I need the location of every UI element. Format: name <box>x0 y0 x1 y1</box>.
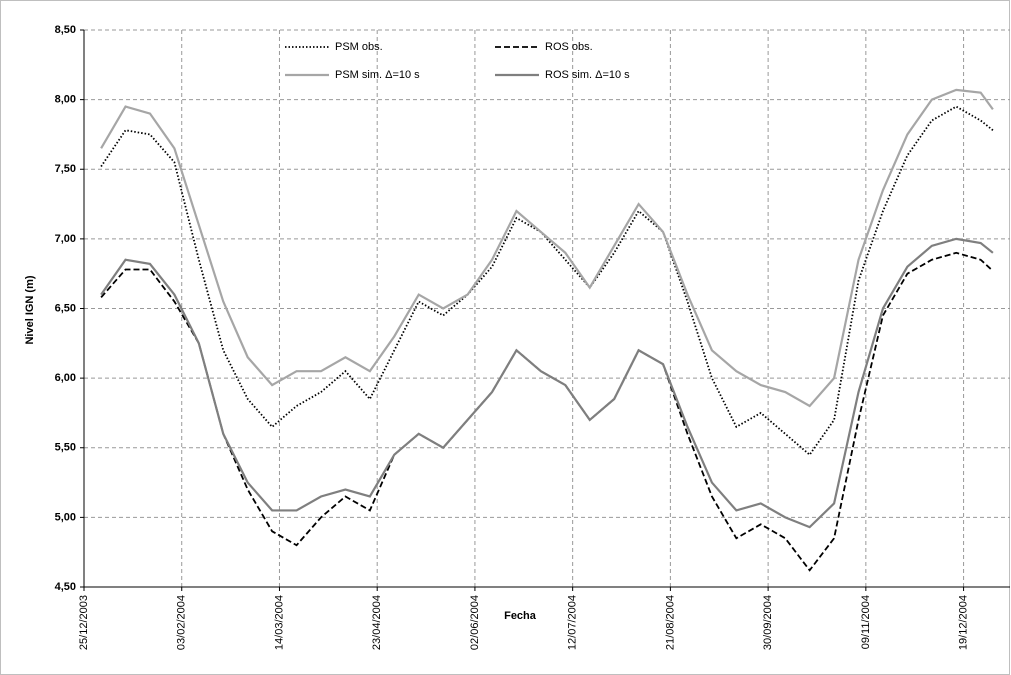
y-tick-label: 6,00 <box>55 372 76 384</box>
legend-label: PSM sim. Δ=10 s <box>335 69 420 81</box>
y-tick-label: 7,00 <box>55 233 76 245</box>
y-axis-label: Nivel IGN (m) <box>24 275 36 344</box>
series-line <box>100 88 994 408</box>
x-tick-label: 12/07/2004 <box>567 595 579 650</box>
x-tick-label: 30/09/2004 <box>762 595 774 650</box>
x-tick-label: 02/06/2004 <box>469 595 481 650</box>
x-axis-label: Fecha <box>504 610 537 622</box>
y-tick-label: 7,50 <box>55 163 76 175</box>
x-tick-label: 03/02/2004 <box>176 595 188 650</box>
y-tick-label: 6,50 <box>55 302 76 314</box>
y-tick-label: 4,50 <box>55 581 76 593</box>
legend-label: ROS obs. <box>545 41 593 53</box>
y-tick-label: 8,50 <box>55 24 76 36</box>
legend-label: PSM obs. <box>335 41 383 53</box>
x-tick-label: 19/12/2004 <box>957 595 969 650</box>
x-tick-label: 23/04/2004 <box>371 595 383 650</box>
x-tick-label: 21/08/2004 <box>664 595 676 650</box>
x-tick-label: 09/11/2004 <box>860 595 872 649</box>
legend-label: ROS sim. Δ=10 s <box>545 69 630 81</box>
y-tick-label: 5,00 <box>55 511 76 523</box>
series-line <box>100 237 994 529</box>
y-tick-label: 8,00 <box>55 94 76 106</box>
x-tick-label: 14/03/2004 <box>273 595 285 650</box>
x-tick-label: 25/12/2003 <box>78 595 90 650</box>
y-tick-label: 5,50 <box>55 442 76 454</box>
